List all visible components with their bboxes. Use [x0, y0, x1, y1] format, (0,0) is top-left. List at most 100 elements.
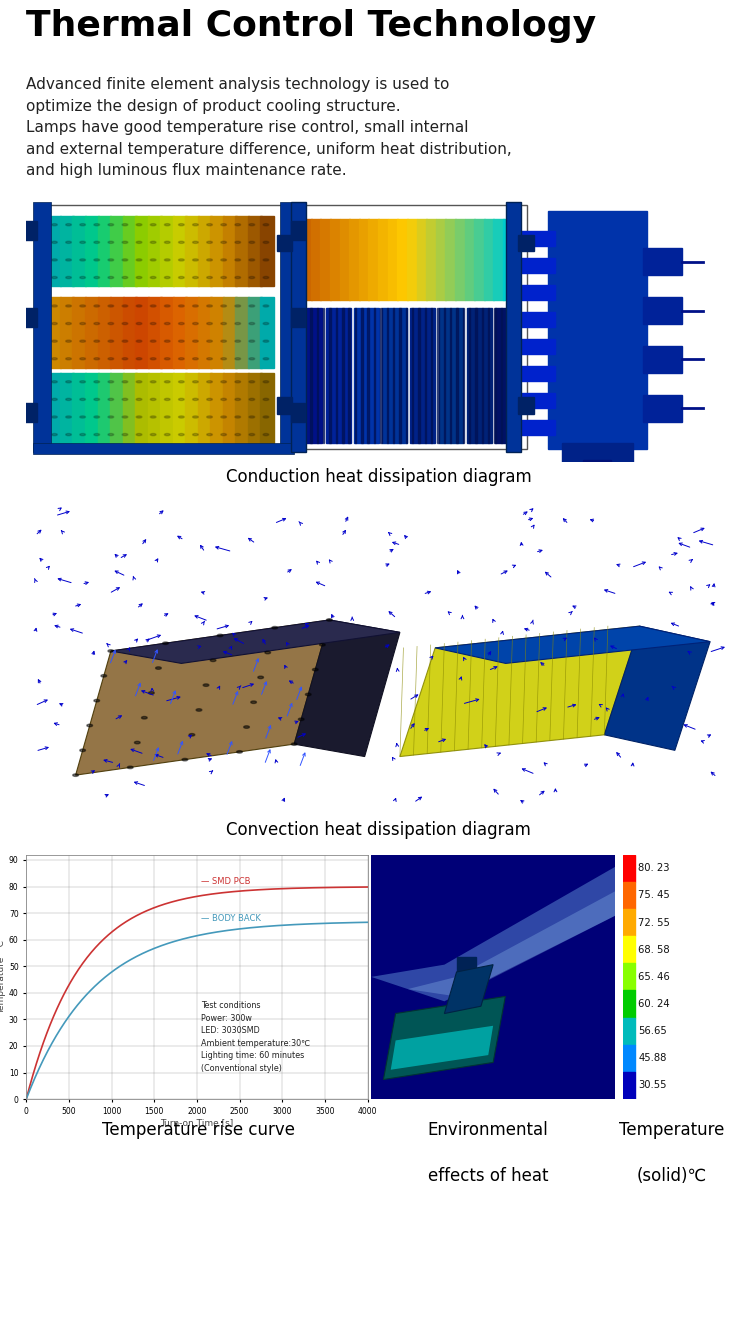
- Circle shape: [108, 305, 114, 306]
- Bar: [426, 219, 436, 300]
- Bar: [248, 215, 262, 287]
- Bar: [410, 308, 435, 444]
- Bar: [135, 373, 149, 444]
- Bar: [160, 373, 174, 444]
- Point: [590, 620, 598, 635]
- Bar: [316, 308, 318, 444]
- Circle shape: [235, 276, 241, 279]
- FancyBboxPatch shape: [291, 202, 306, 452]
- Bar: [260, 297, 274, 367]
- Point: [395, 749, 404, 765]
- Bar: [326, 308, 350, 444]
- Circle shape: [150, 322, 156, 325]
- Circle shape: [178, 223, 184, 226]
- Point: [481, 631, 490, 647]
- Circle shape: [66, 242, 71, 243]
- Point: [426, 637, 435, 653]
- Point: [677, 254, 686, 269]
- Bar: [122, 297, 136, 367]
- Circle shape: [291, 742, 297, 745]
- Circle shape: [52, 358, 57, 359]
- Bar: [643, 297, 682, 324]
- Polygon shape: [391, 1025, 494, 1070]
- Circle shape: [108, 223, 114, 226]
- Circle shape: [150, 380, 156, 383]
- Circle shape: [207, 433, 212, 436]
- Bar: [455, 219, 465, 300]
- Bar: [98, 373, 112, 444]
- Circle shape: [52, 339, 57, 342]
- Circle shape: [122, 433, 128, 436]
- Circle shape: [66, 223, 71, 226]
- Circle shape: [108, 276, 114, 279]
- Line: 2 pts: 2 pts: [482, 639, 485, 748]
- Circle shape: [235, 242, 241, 243]
- Circle shape: [220, 399, 226, 400]
- Bar: [382, 308, 407, 444]
- Circle shape: [249, 305, 255, 306]
- Circle shape: [178, 242, 184, 243]
- Circle shape: [94, 358, 100, 359]
- Bar: [424, 308, 426, 444]
- Circle shape: [94, 380, 100, 383]
- FancyBboxPatch shape: [506, 202, 521, 452]
- Circle shape: [136, 433, 142, 436]
- Bar: [450, 308, 452, 444]
- Bar: [20, 403, 37, 421]
- Circle shape: [150, 242, 156, 243]
- Bar: [513, 339, 555, 354]
- Bar: [236, 297, 249, 367]
- Circle shape: [207, 416, 212, 417]
- Bar: [494, 219, 504, 300]
- Circle shape: [263, 416, 268, 417]
- Point: [586, 728, 596, 744]
- Bar: [439, 308, 464, 444]
- Circle shape: [150, 276, 156, 279]
- Circle shape: [193, 416, 198, 417]
- Circle shape: [122, 358, 128, 359]
- Point: [677, 351, 686, 367]
- Line: 2 pts: 2 pts: [563, 630, 567, 740]
- Circle shape: [150, 223, 156, 226]
- Bar: [73, 297, 86, 367]
- Bar: [160, 215, 174, 287]
- Circle shape: [263, 242, 268, 243]
- Point: [536, 625, 544, 641]
- Circle shape: [207, 399, 212, 400]
- Bar: [60, 215, 74, 287]
- Circle shape: [108, 433, 114, 436]
- Circle shape: [189, 733, 195, 736]
- Bar: [260, 373, 274, 444]
- Text: 68. 58: 68. 58: [638, 945, 670, 955]
- Circle shape: [66, 276, 71, 279]
- Bar: [457, 958, 476, 1007]
- Text: Thermal Control Technology: Thermal Control Technology: [26, 9, 596, 44]
- Circle shape: [108, 259, 114, 262]
- Circle shape: [249, 259, 255, 262]
- Polygon shape: [604, 626, 710, 750]
- Bar: [513, 258, 555, 273]
- Circle shape: [263, 223, 268, 226]
- Circle shape: [52, 242, 57, 243]
- Polygon shape: [371, 867, 615, 1001]
- Bar: [562, 444, 632, 462]
- Circle shape: [207, 339, 212, 342]
- Circle shape: [263, 433, 268, 436]
- Circle shape: [193, 433, 198, 436]
- Circle shape: [80, 242, 86, 243]
- Text: 65. 46: 65. 46: [638, 972, 670, 982]
- Bar: [622, 937, 635, 963]
- Line: 2 pts: 2 pts: [509, 637, 512, 745]
- Circle shape: [193, 322, 198, 325]
- Circle shape: [80, 399, 86, 400]
- Text: 56.65: 56.65: [638, 1026, 667, 1036]
- Circle shape: [94, 339, 100, 342]
- Bar: [388, 219, 398, 300]
- Bar: [73, 215, 86, 287]
- Circle shape: [80, 416, 86, 417]
- Bar: [135, 215, 149, 287]
- Bar: [622, 855, 635, 882]
- Circle shape: [235, 259, 241, 262]
- Bar: [419, 308, 420, 444]
- Circle shape: [136, 399, 142, 400]
